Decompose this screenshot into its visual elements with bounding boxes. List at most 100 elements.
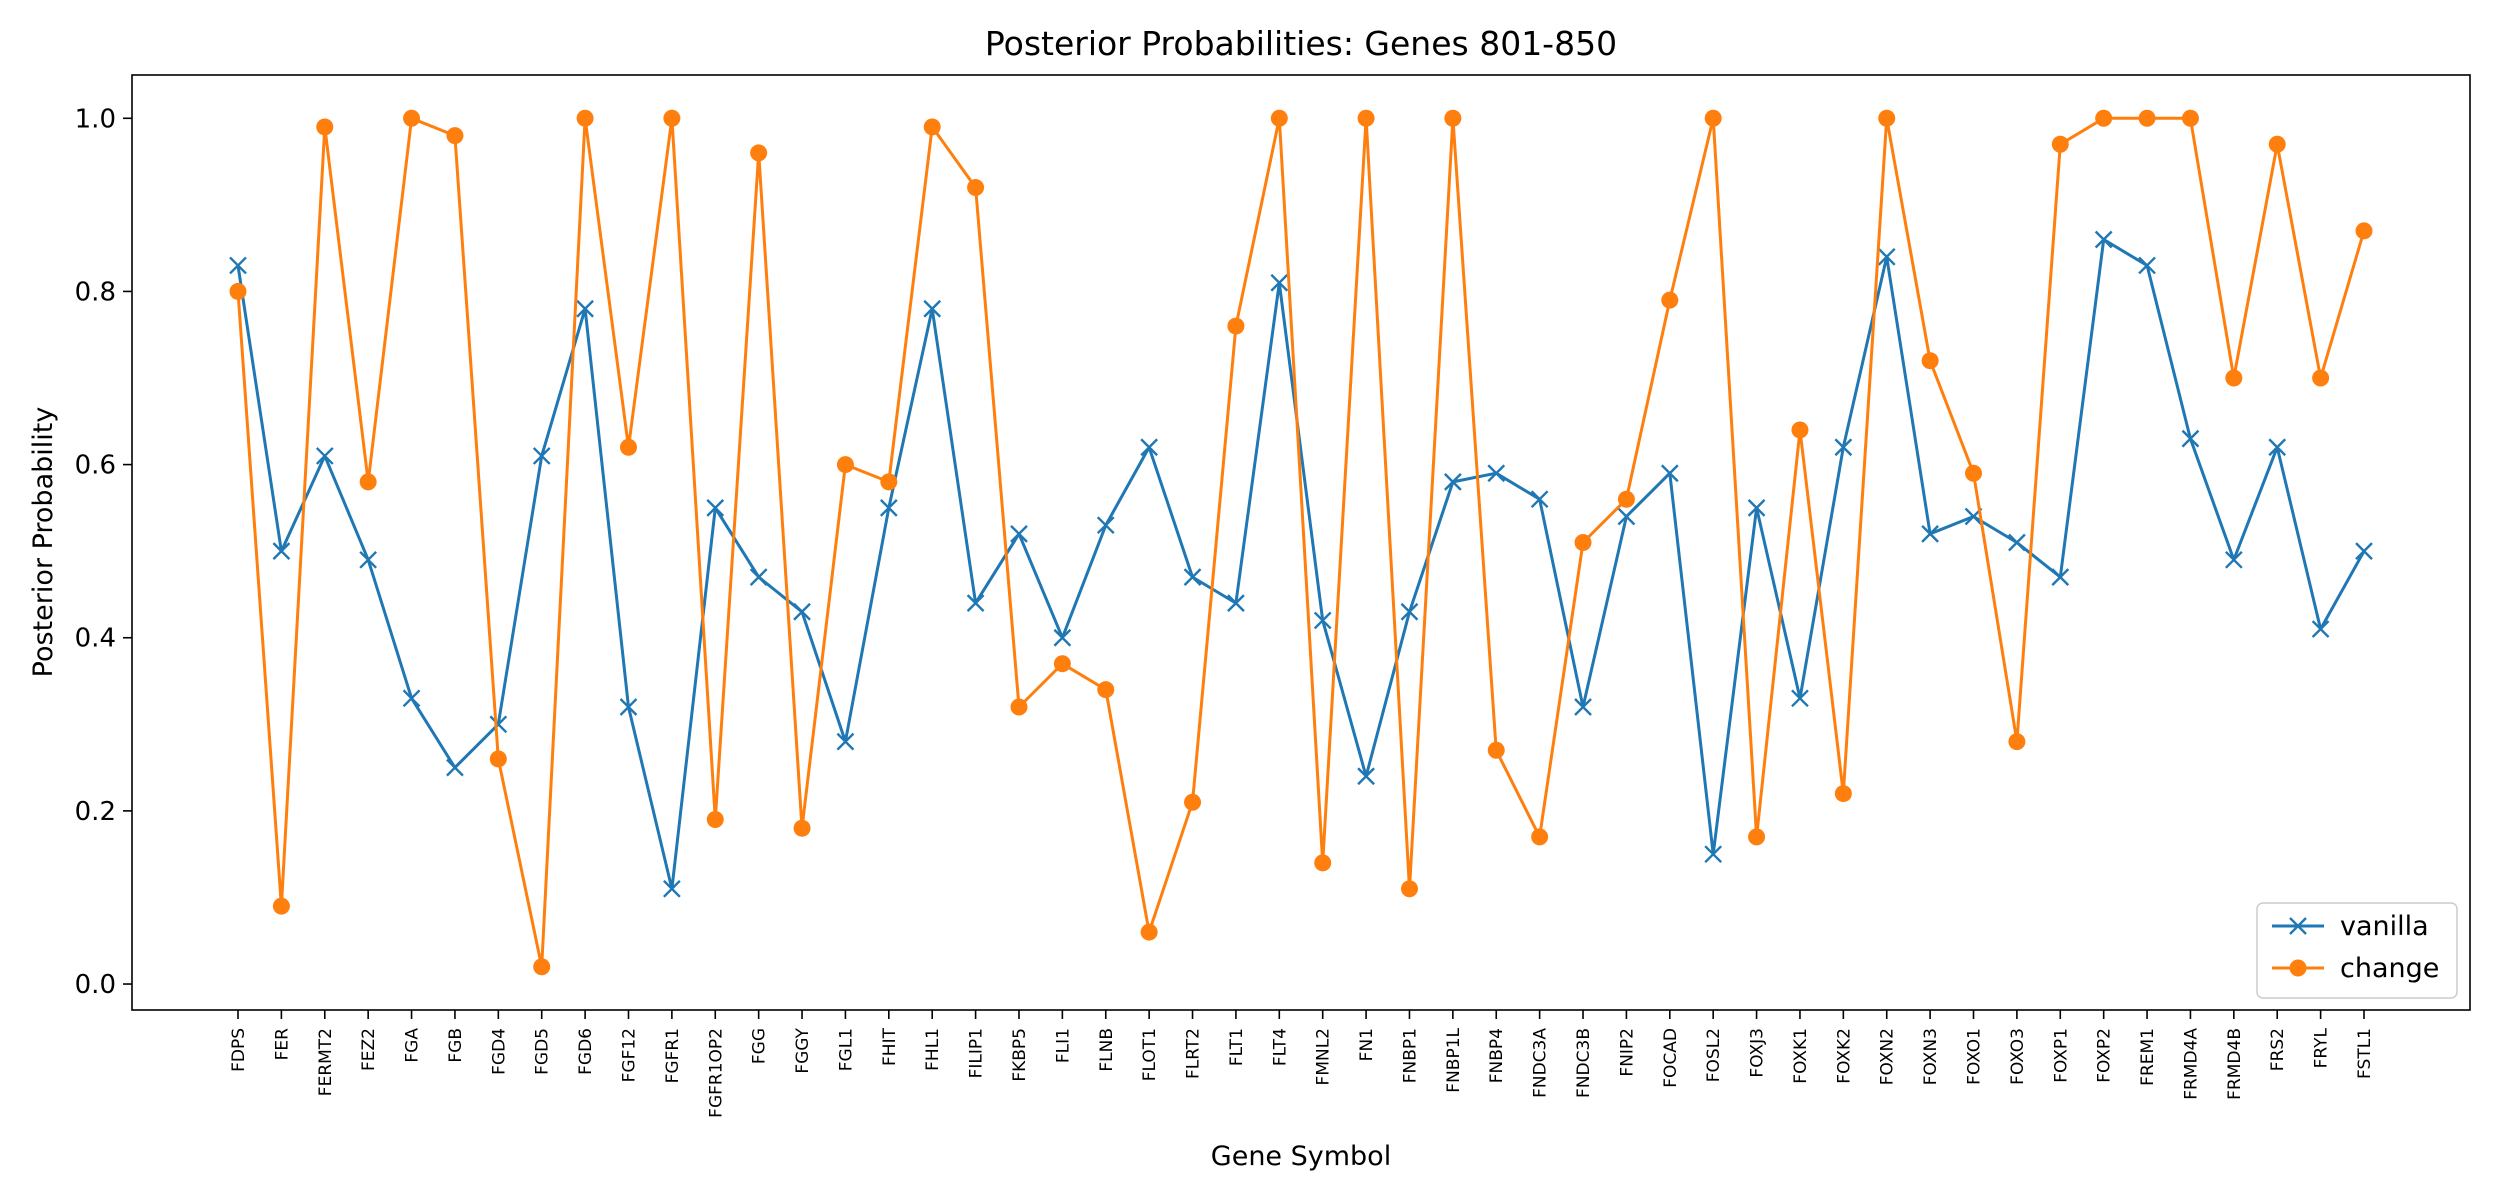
- data-point-vanilla: [446, 758, 464, 777]
- data-point-vanilla: [1704, 845, 1723, 864]
- x-tick-label: FER: [272, 1028, 292, 1061]
- data-point-vanilla: [1791, 689, 1809, 708]
- data-point-change: [1878, 109, 1896, 127]
- data-point-change: [1921, 352, 1939, 370]
- x-tick-label: FNDC3B: [1574, 1028, 1594, 1098]
- data-point-change: [533, 958, 551, 976]
- data-point-change: [489, 750, 507, 768]
- data-point-change: [923, 118, 941, 136]
- y-tick-label: 1.0: [75, 104, 116, 134]
- x-tick-label: FNIP2: [1617, 1028, 1637, 1077]
- legend-change-marker: [2289, 959, 2307, 977]
- y-tick-label: 0.8: [75, 277, 116, 307]
- x-axis-label: Gene Symbol: [1211, 1141, 1391, 1172]
- data-point-vanilla: [2311, 620, 2330, 638]
- data-point-change: [1617, 490, 1635, 508]
- x-tick-label: FEZ2: [359, 1028, 379, 1071]
- data-point-change: [2268, 135, 2286, 153]
- x-tick-label: FRMD4A: [2181, 1028, 2201, 1100]
- data-point-change: [663, 109, 681, 127]
- data-point-vanilla: [272, 542, 291, 561]
- data-point-vanilla: [1921, 524, 1939, 543]
- plot-area: [131, 74, 2471, 1011]
- data-point-vanilla: [489, 715, 508, 734]
- data-point-vanilla: [1227, 594, 1245, 612]
- x-tick-label: FREM1: [2138, 1028, 2158, 1086]
- series-change: [229, 109, 2373, 976]
- data-point-vanilla: [1444, 473, 1462, 491]
- data-point-change: [1531, 828, 1549, 846]
- data-point-change: [706, 811, 724, 829]
- data-point-change: [1140, 923, 1158, 941]
- data-point-change: [1184, 793, 1202, 811]
- x-tick-label: FGGY: [793, 1027, 813, 1073]
- data-point-change: [2008, 733, 2026, 751]
- data-point-vanilla: [1487, 464, 1506, 483]
- data-point-vanilla: [1140, 438, 1158, 457]
- series-layer: [229, 109, 2373, 976]
- data-point-change: [1487, 741, 1505, 759]
- legend-vanilla-marker: [2289, 917, 2307, 935]
- data-point-change: [2312, 369, 2330, 387]
- data-point-vanilla: [2051, 568, 2070, 586]
- x-tick-label: FKBP5: [1010, 1028, 1030, 1082]
- x-tick-label: FLNB: [1097, 1028, 1117, 1072]
- data-point-change: [1053, 655, 1071, 673]
- legend-vanilla-label: vanilla: [2340, 911, 2429, 942]
- y-tick-label: 0.4: [75, 624, 116, 654]
- data-point-change: [1791, 421, 1809, 439]
- legend-marker-change: [2289, 959, 2307, 977]
- x-tick-label: FOXP2: [2095, 1028, 2115, 1083]
- data-point-change: [2138, 109, 2156, 127]
- data-point-vanilla: [2181, 429, 2200, 448]
- data-point-vanilla: [923, 299, 942, 318]
- x-tick-label: FLRT2: [1184, 1028, 1204, 1079]
- x-tick-label: FLT4: [1270, 1028, 1290, 1066]
- data-point-change: [2225, 369, 2243, 387]
- data-point-vanilla: [1183, 568, 1202, 586]
- data-point-change: [1227, 317, 1245, 335]
- data-point-vanilla: [2355, 542, 2373, 561]
- x-tick-label: FNBP1L: [1444, 1027, 1464, 1092]
- x-tick-label: FNBP1: [1400, 1028, 1420, 1083]
- data-point-change: [1314, 854, 1332, 872]
- data-point-change: [880, 473, 898, 491]
- data-point-change: [403, 109, 421, 127]
- data-point-vanilla: [749, 568, 768, 586]
- data-point-change: [750, 144, 768, 162]
- x-tick-label: FRS2: [2268, 1028, 2288, 1071]
- x-tick-label: FLT1: [1227, 1028, 1247, 1066]
- data-point-change: [2051, 135, 2069, 153]
- x-tick-label: FOXK1: [1791, 1028, 1811, 1084]
- data-point-vanilla: [1096, 516, 1115, 535]
- data-point-change: [619, 438, 637, 456]
- data-point-vanilla: [836, 732, 855, 751]
- x-tick-label: FGD4: [489, 1028, 509, 1075]
- data-point-vanilla: [402, 689, 421, 708]
- series-line-vanilla: [236, 238, 2366, 891]
- data-point-vanilla: [966, 594, 985, 612]
- y-axis: 0.0 0.2 0.4 0.6 0.8 1.0: [75, 104, 132, 1000]
- data-point-change: [1704, 109, 1722, 127]
- data-point-change: [793, 819, 811, 837]
- data-point-vanilla: [1400, 602, 1419, 621]
- x-axis: FDPS FER FERMT2 FEZ2 FGA FGB FGD4 FGD5 FGD6 FGF12…: [229, 1010, 2375, 1118]
- data-point-vanilla: [229, 256, 247, 275]
- data-point-vanilla: [1053, 628, 1072, 647]
- data-point-change: [1661, 291, 1679, 309]
- x-tick-label: FGL1: [836, 1028, 856, 1071]
- data-point-change: [2095, 109, 2113, 127]
- x-tick-label: FNDC3A: [1531, 1028, 1551, 1098]
- x-tick-label: FSTL1: [2355, 1028, 2375, 1079]
- x-tick-label: FRMD4B: [2225, 1028, 2245, 1100]
- y-tick-label: 0.0: [75, 970, 116, 1000]
- data-point-change: [836, 456, 854, 474]
- x-tick-label: FOXJ3: [1748, 1028, 1768, 1078]
- data-point-change: [1748, 828, 1766, 846]
- data-point-change: [272, 897, 290, 915]
- data-point-change: [1965, 464, 1983, 482]
- data-point-vanilla: [663, 879, 681, 898]
- data-point-change: [1357, 109, 1375, 127]
- data-point-vanilla: [2008, 533, 2026, 552]
- x-tick-label: FOXO3: [2008, 1028, 2028, 1085]
